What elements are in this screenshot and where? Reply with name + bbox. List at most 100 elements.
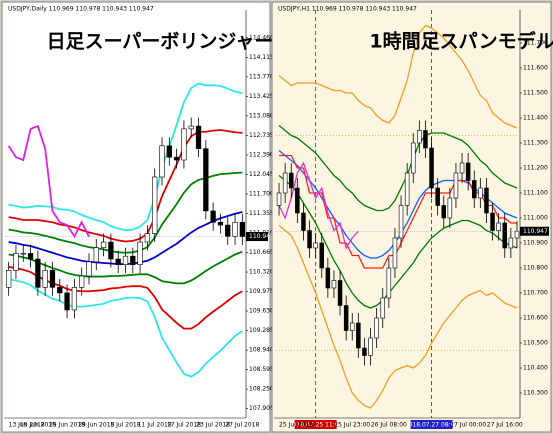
candle-body: [392, 237, 398, 269]
candle-body: [166, 145, 172, 158]
candle-body: [417, 130, 422, 144]
candle-body: [71, 287, 78, 311]
candle-body: [288, 172, 294, 189]
candle-body: [210, 210, 216, 223]
x-tick-label: 25 Jul 23:00: [334, 422, 370, 429]
candle-body: [490, 212, 495, 231]
candle-body: [276, 192, 282, 206]
band-line: [8, 250, 243, 285]
candle-body: [108, 241, 114, 260]
candle-body: [100, 241, 107, 249]
candle-body: [441, 205, 447, 219]
candle-body: [35, 258, 41, 288]
y-tick-label: 111.355: [249, 210, 274, 217]
candle-body: [484, 187, 489, 214]
y-tick-label: 111.100: [523, 190, 548, 197]
band-line: [8, 278, 243, 378]
y-tick-label: 108.250: [249, 386, 274, 393]
y-tick-label: 111.000: [523, 215, 548, 222]
x-tick-label: 11 Jul 2018: [138, 422, 172, 429]
x-tick-label: 23 Jul 2018: [196, 422, 230, 429]
band-line: [8, 129, 243, 243]
last-price-box: [520, 226, 549, 236]
candle-body: [20, 253, 26, 255]
candle-body: [423, 130, 428, 149]
candle-body: [398, 205, 404, 239]
y-tick-label: 109.630: [249, 308, 274, 315]
candle-body: [79, 275, 85, 288]
candle-body: [447, 197, 453, 219]
y-tick-label: 110.400: [523, 365, 548, 372]
x-tick-label: 19 Jun 2018: [20, 422, 56, 429]
chart-title: 日足スーパーボリンジャー: [47, 31, 274, 53]
candle-body: [368, 337, 373, 356]
candle-body: [173, 156, 180, 161]
last-price: 110.947: [249, 233, 274, 240]
y-tick-label: 107.905: [249, 405, 274, 412]
candle-body: [478, 187, 483, 199]
candle-body: [465, 162, 471, 181]
candle-body: [122, 255, 129, 265]
band-line: [278, 174, 518, 309]
candle-body: [195, 125, 202, 149]
candle-body: [93, 247, 99, 263]
cursor-label: 2018.07.25 11:00: [289, 422, 343, 429]
candle-body: [471, 180, 477, 199]
x-tick-label: 25 Jun 2018: [49, 422, 85, 429]
last-price: 110.947: [523, 228, 548, 235]
y-tick-label: 110.900: [523, 240, 548, 247]
candle-body: [514, 230, 520, 239]
candle-body: [137, 241, 143, 265]
y-tick-label: 111.700: [249, 190, 274, 197]
candle-body: [152, 176, 158, 234]
y-tick-label: 112.735: [249, 132, 274, 139]
band-line: [278, 24, 518, 129]
band-line: [278, 224, 518, 409]
y-tick-label: 110.300: [523, 390, 548, 397]
candle-body: [295, 187, 300, 214]
y-tick-label: 110.320: [249, 269, 274, 276]
y-tick-label: 112.045: [249, 171, 274, 178]
y-tick-label: 113.080: [249, 112, 274, 119]
x-tick-label: 13 Jun 2018: [9, 422, 45, 429]
candle-body: [64, 292, 70, 311]
y-tick-label: 111.600: [523, 65, 548, 72]
y-tick-label: 113.425: [249, 93, 274, 100]
candle-body: [319, 242, 325, 269]
candle-body: [217, 221, 224, 226]
candle-body: [27, 253, 34, 260]
candle-body: [307, 230, 312, 249]
candle-body: [13, 253, 19, 271]
y-tick-label: 108.595: [249, 366, 274, 373]
band-line: [278, 161, 359, 250]
candle-body: [337, 280, 343, 306]
y-tick-label: 114.115: [249, 54, 274, 61]
y-tick-label: 110.700: [523, 290, 548, 297]
candle-body: [508, 237, 514, 249]
band-line: [7, 124, 90, 239]
candle-body: [380, 297, 386, 319]
y-tick-label: 111.400: [523, 115, 548, 122]
candle-body: [331, 280, 337, 289]
x-tick-label: 5 Jul 2018: [110, 422, 140, 429]
y-tick-label: 111.200: [523, 165, 548, 172]
candle-body: [225, 224, 231, 237]
x-tick-label: 27 Jul 16:00: [487, 422, 523, 429]
candle-body: [86, 261, 92, 277]
candle-body: [325, 267, 331, 289]
candle-body: [374, 317, 379, 339]
x-tick-label: 26 Jul 08:00: [371, 422, 407, 429]
y-tick-label: 113.770: [249, 73, 274, 80]
candle-body: [232, 221, 238, 237]
candle-body: [130, 255, 136, 265]
x-tick-label: 29 Jun 2018: [78, 422, 114, 429]
candle-body: [386, 267, 392, 299]
chart-panel: [1, 1, 271, 433]
candle-body: [453, 172, 459, 199]
candle-body: [313, 242, 318, 249]
candle-body: [435, 187, 440, 206]
y-tick-label: 109.285: [249, 327, 274, 334]
candle-body: [349, 322, 355, 331]
candle-body: [42, 270, 48, 288]
